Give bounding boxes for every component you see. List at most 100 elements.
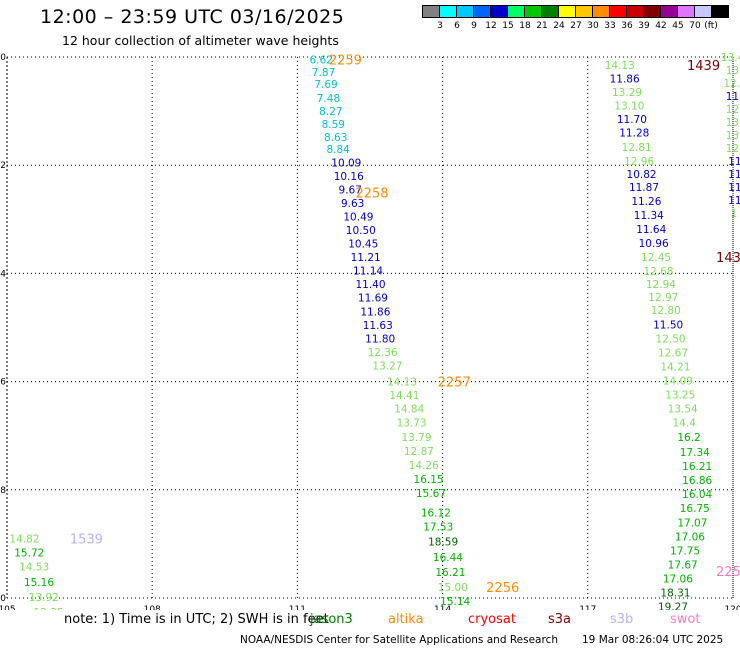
wave-height-value: 13.92 bbox=[29, 592, 59, 604]
wave-height-value: 11.34 bbox=[634, 210, 664, 222]
wave-height-value: 18.59 bbox=[428, 537, 458, 549]
wave-height-value: 14.84 bbox=[394, 404, 424, 416]
wave-height-value: 12.68 bbox=[643, 266, 673, 278]
legend-label: 27 bbox=[570, 21, 582, 31]
lon-tick-label: 108 bbox=[144, 605, 161, 610]
legend-label: 3 bbox=[437, 21, 443, 31]
wave-height-value: 9.67 bbox=[339, 185, 362, 197]
generation-timestamp: 19 Mar 08:26:04 UTC 2025 bbox=[582, 634, 724, 646]
wave-height-value: 15.67 bbox=[416, 488, 446, 500]
wave-height-value: 11.64 bbox=[636, 224, 666, 236]
wave-height-value: 16.04 bbox=[682, 489, 712, 501]
wave-height-value: 10.82 bbox=[627, 169, 657, 181]
wave-height-value: 11. bbox=[728, 169, 740, 181]
wave-height-value: 12.45 bbox=[641, 252, 671, 264]
wave-height-value: 12.36 bbox=[368, 347, 398, 359]
wave-height-value: 11.26 bbox=[631, 196, 661, 208]
lon-tick-label: 111 bbox=[289, 605, 306, 610]
wave-height-value: 11.86 bbox=[360, 306, 390, 318]
wave-height-value: 14.82 bbox=[9, 533, 39, 545]
wave-height-value: 13.29 bbox=[612, 87, 642, 99]
wave-height-value: 16.15 bbox=[414, 474, 444, 486]
wave-height-value: 14.53 bbox=[19, 562, 49, 574]
lon-tick-label: 117 bbox=[579, 605, 596, 610]
legend-label: 21 bbox=[536, 21, 548, 31]
wave-height-value: 13.10 bbox=[614, 101, 644, 113]
wave-height-value: 13.27 bbox=[372, 360, 402, 372]
legend-swatch bbox=[711, 5, 729, 18]
wave-height-value: 9.63 bbox=[341, 198, 364, 210]
wave-height-value: 1 bbox=[731, 208, 738, 220]
wave-height-value: 14.26 bbox=[409, 460, 439, 472]
wave-height-value: 13.54 bbox=[668, 404, 698, 416]
wave-height-value: 13.73 bbox=[397, 418, 427, 430]
wave-height-value: 17.75 bbox=[670, 545, 700, 557]
lat-tick-label: -42 bbox=[0, 161, 6, 171]
lon-tick-label: 105 bbox=[0, 605, 16, 610]
wave-height-value: 19.27 bbox=[658, 602, 688, 610]
wave-height-value: 11.50 bbox=[653, 319, 683, 331]
wave-height-value: 7.69 bbox=[314, 79, 337, 91]
wave-height-value: 15.14 bbox=[440, 596, 470, 608]
wave-height-value: 13.2 bbox=[726, 117, 740, 129]
wave-height-value: 14.09 bbox=[663, 376, 693, 388]
wave-height-value: 13.79 bbox=[401, 432, 431, 444]
lat-tick-label: -48 bbox=[0, 486, 6, 496]
legend-unit: (ft) bbox=[704, 21, 718, 31]
wave-height-value: 11.80 bbox=[726, 91, 740, 103]
wave-height-value: 14.41 bbox=[389, 390, 419, 402]
wave-height-value: 13.25 bbox=[665, 390, 695, 402]
pass-time-label: 2256 bbox=[486, 581, 519, 596]
legend-label: 12 bbox=[485, 21, 497, 31]
legend-label: 6 bbox=[454, 21, 460, 31]
wave-height-value: 8.84 bbox=[326, 144, 350, 156]
pass-time-label: 1539 bbox=[70, 532, 103, 547]
wave-height-value: 11.69 bbox=[358, 293, 388, 305]
pass-time-label: 2258 bbox=[355, 186, 388, 201]
wave-height-value: 12.94 bbox=[646, 279, 676, 291]
legend-label: 45 bbox=[672, 21, 684, 31]
lat-tick-label: -44 bbox=[0, 269, 6, 279]
wave-height-value: 10.96 bbox=[639, 238, 669, 250]
satellite-legend-altika: altika bbox=[388, 612, 424, 627]
legend-label: 42 bbox=[655, 21, 667, 31]
wave-height-value: 17.67 bbox=[668, 559, 698, 571]
wave-height-value: 7.48 bbox=[317, 93, 340, 105]
map-frame bbox=[6, 56, 734, 599]
wave-height-value: 11.28 bbox=[619, 128, 649, 140]
wave-height-value: 11.40 bbox=[355, 279, 385, 291]
wave-height-value: 13.1 bbox=[726, 65, 740, 77]
wave-height-value: 7.87 bbox=[312, 67, 335, 79]
wave-height-value: 8.63 bbox=[324, 132, 347, 144]
wave-height-value: 16.21 bbox=[682, 461, 712, 473]
satellite-legend-cryosat: cryosat bbox=[468, 612, 516, 627]
wave-height-value: 16.21 bbox=[435, 567, 465, 579]
wave-height-value: 12.67 bbox=[658, 347, 688, 359]
lon-tick-label: 120 bbox=[724, 605, 740, 610]
wave-height-value: 16.44 bbox=[433, 552, 463, 564]
wave-height-value: 10.16 bbox=[334, 171, 364, 183]
wave-height-value: 11.87 bbox=[629, 182, 659, 194]
wave-height-value: 13.35 bbox=[34, 607, 64, 610]
wave-height-value: 11. bbox=[728, 156, 740, 168]
satellite-legend-s3a: s3a bbox=[548, 612, 572, 627]
legend-label: 70 bbox=[689, 21, 701, 31]
wave-height-value: 16.86 bbox=[682, 475, 712, 487]
legend-label: 30 bbox=[587, 21, 599, 31]
wave-height-value: 16.2 bbox=[677, 432, 700, 444]
wave-height-value: 8.27 bbox=[319, 106, 342, 118]
wave-height-value: 17.07 bbox=[677, 517, 707, 529]
color-scale-legend bbox=[422, 5, 729, 18]
wave-height-value: 10.49 bbox=[343, 212, 373, 224]
wave-height-value: 12.81 bbox=[622, 142, 652, 154]
pass-time-label: 1438 bbox=[716, 251, 740, 266]
color-scale-labels: 3 6 9 12 15 18 21 24 27 30 33 36 39 42 45 70 (ft) bbox=[422, 21, 732, 33]
wave-height-map: 105108111114117120-40-42-44-46-48-506.62… bbox=[0, 52, 740, 610]
wave-height-value: 12.80 bbox=[651, 305, 681, 317]
pass-time-label: 2257 bbox=[438, 376, 471, 391]
chart-subtitle: 12 hour collection of altimeter wave hei… bbox=[62, 33, 339, 48]
satellite-legend-swot: swot bbox=[670, 612, 701, 627]
